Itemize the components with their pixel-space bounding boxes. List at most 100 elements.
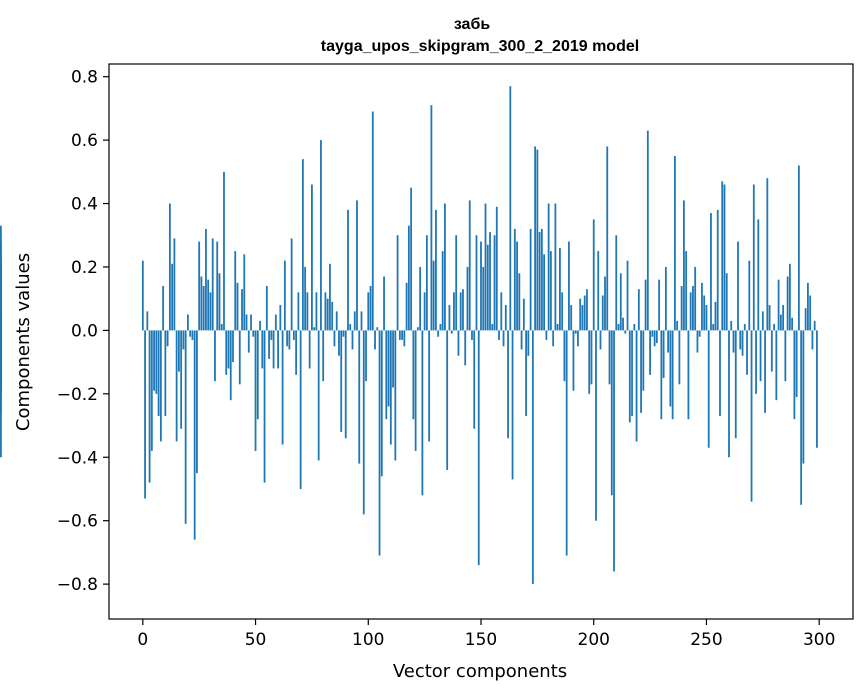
bar [150,330,153,451]
bar [225,330,228,375]
bar [329,263,331,331]
bar [218,273,221,331]
bar [383,276,385,331]
bar [198,241,201,331]
bar [453,292,455,331]
bar [482,266,485,331]
bar [462,289,464,331]
bar [687,330,690,420]
bar [347,209,349,331]
bar [398,330,401,340]
bar [146,311,149,331]
y-axis-label: Components values [13,253,34,431]
bar [734,330,737,439]
bar [669,330,672,407]
bar [157,330,160,417]
bar [608,330,611,385]
bar [459,292,462,331]
bar [0,330,2,388]
bar [344,330,347,439]
bar [660,330,663,420]
bar [579,298,582,331]
bar [295,330,298,375]
bar [779,314,782,331]
bar [628,330,631,423]
bar [784,330,787,382]
bar [385,330,388,420]
bar [389,330,392,445]
bar [475,235,478,331]
bar [680,286,683,331]
bar [247,330,250,353]
bar [559,247,561,331]
bar [173,238,176,331]
bar [209,292,212,331]
chart-title: забь [454,16,491,33]
bar [714,301,717,331]
bar [547,203,550,331]
bar [522,298,525,331]
bar [220,324,223,331]
bar [493,235,496,331]
bar [238,330,241,385]
bar [369,286,372,331]
bar [694,266,697,331]
bar [568,241,570,331]
bar [500,292,503,331]
bar [757,219,760,331]
bar [486,244,489,331]
bar [229,330,232,401]
bar [791,317,794,331]
bar [743,324,746,331]
bar [710,213,712,331]
x-axis-label: Vector components [393,661,567,682]
x-tick-label: 200 [578,630,610,650]
bar [570,305,573,331]
bar [331,301,334,331]
bar [518,273,521,331]
bar [507,330,509,439]
bar [592,219,595,331]
bar [610,330,613,496]
y-tick-label: 0.6 [71,131,98,151]
bar [351,330,354,350]
bar [484,203,487,331]
y-tick-label: 0.8 [71,68,98,88]
bar [272,330,275,369]
bar [407,225,410,331]
bar [360,311,363,331]
bar [581,305,584,331]
bar [444,203,446,331]
bar [797,165,800,331]
bar [635,330,638,442]
bar [308,330,311,369]
bar [468,200,471,331]
bar [223,171,225,331]
bar [187,314,189,331]
bar [234,251,237,331]
bar [374,330,376,350]
bar [728,330,730,458]
bar [252,330,255,337]
bar [268,330,270,359]
bar [441,251,444,331]
bar [405,282,408,331]
bar [387,330,390,407]
bar [795,330,798,397]
bar [804,308,807,331]
bar [283,260,286,331]
bar [651,330,654,337]
chart-subtitle: tayga_upos_skipgram_300_2_2019 model [321,38,639,55]
bar [367,292,370,331]
bar [455,235,458,331]
bar [182,330,185,350]
bar [583,295,586,331]
bar [633,324,636,331]
bar [552,330,555,347]
bar [421,330,424,496]
bar [324,292,327,331]
bar [527,330,530,356]
bar [741,330,744,356]
bar [511,330,514,480]
